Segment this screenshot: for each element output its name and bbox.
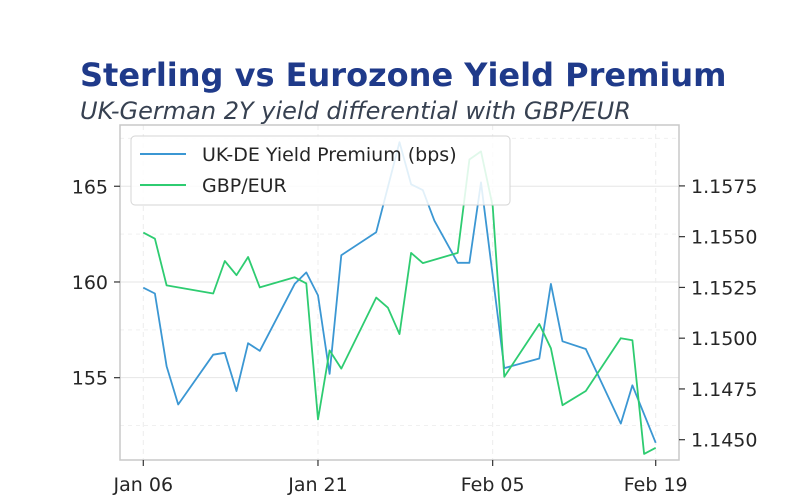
legend-label-yield-premium: UK-DE Yield Premium (bps) xyxy=(202,144,457,166)
legend: UK-DE Yield Premium (bps) GBP/EUR xyxy=(130,135,511,206)
x-axis-ticks: Jan 06 Jan 21 Feb 05 Feb 19 xyxy=(113,460,688,496)
left-tick-label: 155 xyxy=(72,368,108,390)
right-axis-ticks: 1.1450 1.1475 1.1500 1.1525 1.1550 1.1575 xyxy=(679,176,757,452)
x-tick-label: Feb 05 xyxy=(461,474,525,496)
plot-frame xyxy=(119,124,680,461)
left-axis-ticks: 155 160 165 xyxy=(72,176,120,390)
right-tick-label: 1.1525 xyxy=(691,277,757,299)
series-line-gbp-eur xyxy=(142,150,657,455)
right-tick-label: 1.1450 xyxy=(691,430,757,452)
chart-subtitle: UK-German 2Y yield differential with GBP… xyxy=(80,97,631,125)
right-tick-label: 1.1500 xyxy=(691,328,757,350)
left-tick-label: 165 xyxy=(72,176,108,198)
right-tick-label: 1.1575 xyxy=(691,176,757,198)
legend-box xyxy=(130,135,511,206)
x-tick-label: Feb 19 xyxy=(624,474,688,496)
chart-title: Sterling vs Eurozone Yield Premium xyxy=(80,56,727,94)
x-tick-label: Jan 21 xyxy=(287,474,348,496)
legend-label-gbp-eur: GBP/EUR xyxy=(202,175,287,197)
left-tick-label: 160 xyxy=(72,272,108,294)
right-tick-label: 1.1475 xyxy=(691,379,757,401)
right-tick-label: 1.1550 xyxy=(691,227,757,249)
x-tick-label: Jan 06 xyxy=(113,474,174,496)
